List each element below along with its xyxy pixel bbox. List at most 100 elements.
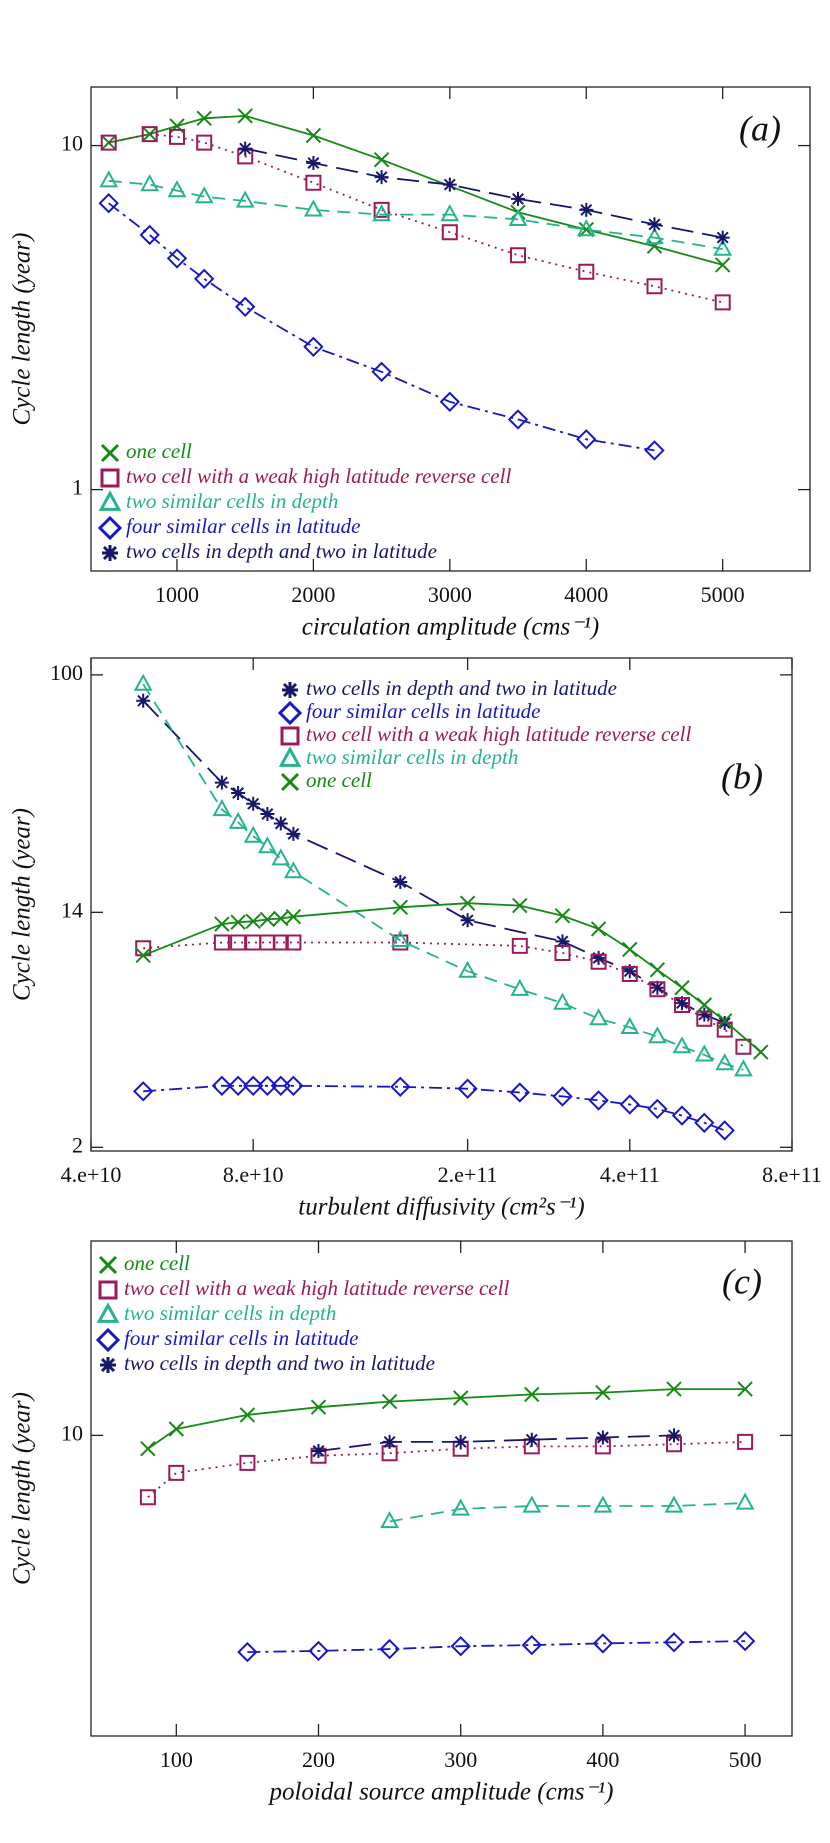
- plot-frame: [90, 657, 793, 1152]
- data-point: [382, 1434, 397, 1449]
- data-point: [245, 913, 261, 930]
- data-point: [381, 1445, 398, 1462]
- data-point: [715, 1053, 735, 1071]
- data-point: [647, 217, 662, 232]
- data-point: [273, 816, 288, 831]
- data-point: [622, 964, 637, 979]
- legend-label: two cell with a weak high latitude rever…: [306, 722, 691, 746]
- legend-label: two similar cells in depth: [306, 745, 518, 769]
- data-point: [196, 110, 212, 127]
- data-point: [715, 230, 730, 245]
- x-tick-label: 5000: [701, 582, 745, 607]
- legend-label: one cell: [306, 768, 372, 792]
- legend-label: two cell with a weak high latitude rever…: [124, 1276, 509, 1300]
- data-point: [194, 268, 215, 289]
- data-point: [453, 1434, 468, 1449]
- data-point: [230, 934, 247, 951]
- data-point: [451, 1498, 471, 1516]
- series-line: [147, 1388, 746, 1450]
- data-point: [524, 1386, 540, 1403]
- y-axis-title: Cycle length (year): [9, 233, 36, 426]
- data-point: [552, 1086, 573, 1107]
- data-point: [713, 238, 733, 256]
- x-tick-label: 4000: [564, 582, 608, 607]
- x-tick-label: 3000: [428, 582, 472, 607]
- data-point: [194, 186, 214, 204]
- data-point: [141, 126, 158, 143]
- data-point: [239, 1454, 256, 1471]
- data-point: [380, 1511, 399, 1529]
- data-point: [237, 108, 253, 124]
- data-point: [390, 929, 410, 948]
- legend-marker: [97, 515, 123, 541]
- data-point: [576, 219, 596, 237]
- data-point: [246, 796, 261, 811]
- data-point: [459, 895, 476, 911]
- legend-marker: [100, 1357, 116, 1373]
- legend-marker: [278, 746, 302, 767]
- data-point: [734, 1630, 756, 1652]
- data-point: [622, 941, 638, 958]
- legend-label: two similar cells in depth: [124, 1301, 336, 1325]
- data-point: [694, 1044, 714, 1062]
- data-point: [621, 966, 638, 982]
- x-tick-label: 4.e+11: [600, 1162, 660, 1187]
- series-line: [108, 114, 723, 266]
- data-point: [371, 361, 392, 382]
- data-point: [737, 1381, 753, 1397]
- data-point: [593, 1495, 613, 1513]
- legend-marker: [280, 726, 300, 746]
- data-point: [650, 980, 665, 995]
- data-point: [620, 1016, 640, 1035]
- y-tick-label: 1: [72, 475, 83, 500]
- data-point: [259, 911, 276, 928]
- y-tick-label: 10: [61, 131, 83, 156]
- data-point: [649, 981, 666, 998]
- legend-label: one cell: [124, 1251, 190, 1275]
- legend-label: two cell with a weak high latitude rever…: [126, 464, 511, 488]
- series-line: [318, 1434, 675, 1452]
- data-point: [100, 134, 117, 151]
- data-point: [303, 336, 324, 357]
- x-tick-label: 500: [729, 1747, 762, 1772]
- data-point: [619, 1094, 640, 1115]
- data-point: [734, 1059, 753, 1077]
- series-line: [143, 1084, 726, 1132]
- data-point: [450, 1636, 471, 1657]
- data-point: [645, 227, 664, 245]
- data-point: [133, 1081, 154, 1102]
- legend-marker: [98, 1280, 118, 1300]
- data-point: [511, 191, 525, 206]
- data-point: [136, 693, 151, 708]
- data-point: [672, 1036, 692, 1054]
- data-point: [441, 224, 458, 241]
- data-point: [135, 940, 152, 957]
- data-point: [304, 199, 323, 217]
- y-axis-title: Cycle length (year): [9, 1392, 36, 1585]
- data-point: [310, 1399, 327, 1415]
- data-point: [457, 1078, 478, 1099]
- data-point: [578, 263, 595, 280]
- data-point: [99, 170, 119, 188]
- legend-label: two similar cells in depth: [126, 489, 338, 513]
- legend-marker: [98, 490, 122, 511]
- panel-label: (c): [722, 1261, 762, 1301]
- data-point: [214, 775, 229, 790]
- data-point: [671, 1105, 693, 1126]
- x-tick-label: 2.e+11: [438, 1162, 498, 1187]
- data-point: [214, 916, 230, 932]
- data-point: [235, 190, 255, 208]
- data-point: [507, 409, 529, 430]
- data-point: [98, 193, 119, 214]
- series-line: [143, 941, 745, 1048]
- panel: 1000 2000 3000 4000 5000 1 10 circulation ampli…: [9, 86, 811, 641]
- data-point: [238, 141, 253, 156]
- data-point: [283, 1075, 304, 1096]
- data-point: [311, 1444, 326, 1458]
- data-point: [392, 899, 409, 916]
- data-point: [511, 937, 528, 954]
- panel-label: (b): [721, 756, 763, 796]
- legend-marker: [277, 700, 303, 726]
- data-point: [140, 1440, 156, 1457]
- data-point: [196, 134, 213, 151]
